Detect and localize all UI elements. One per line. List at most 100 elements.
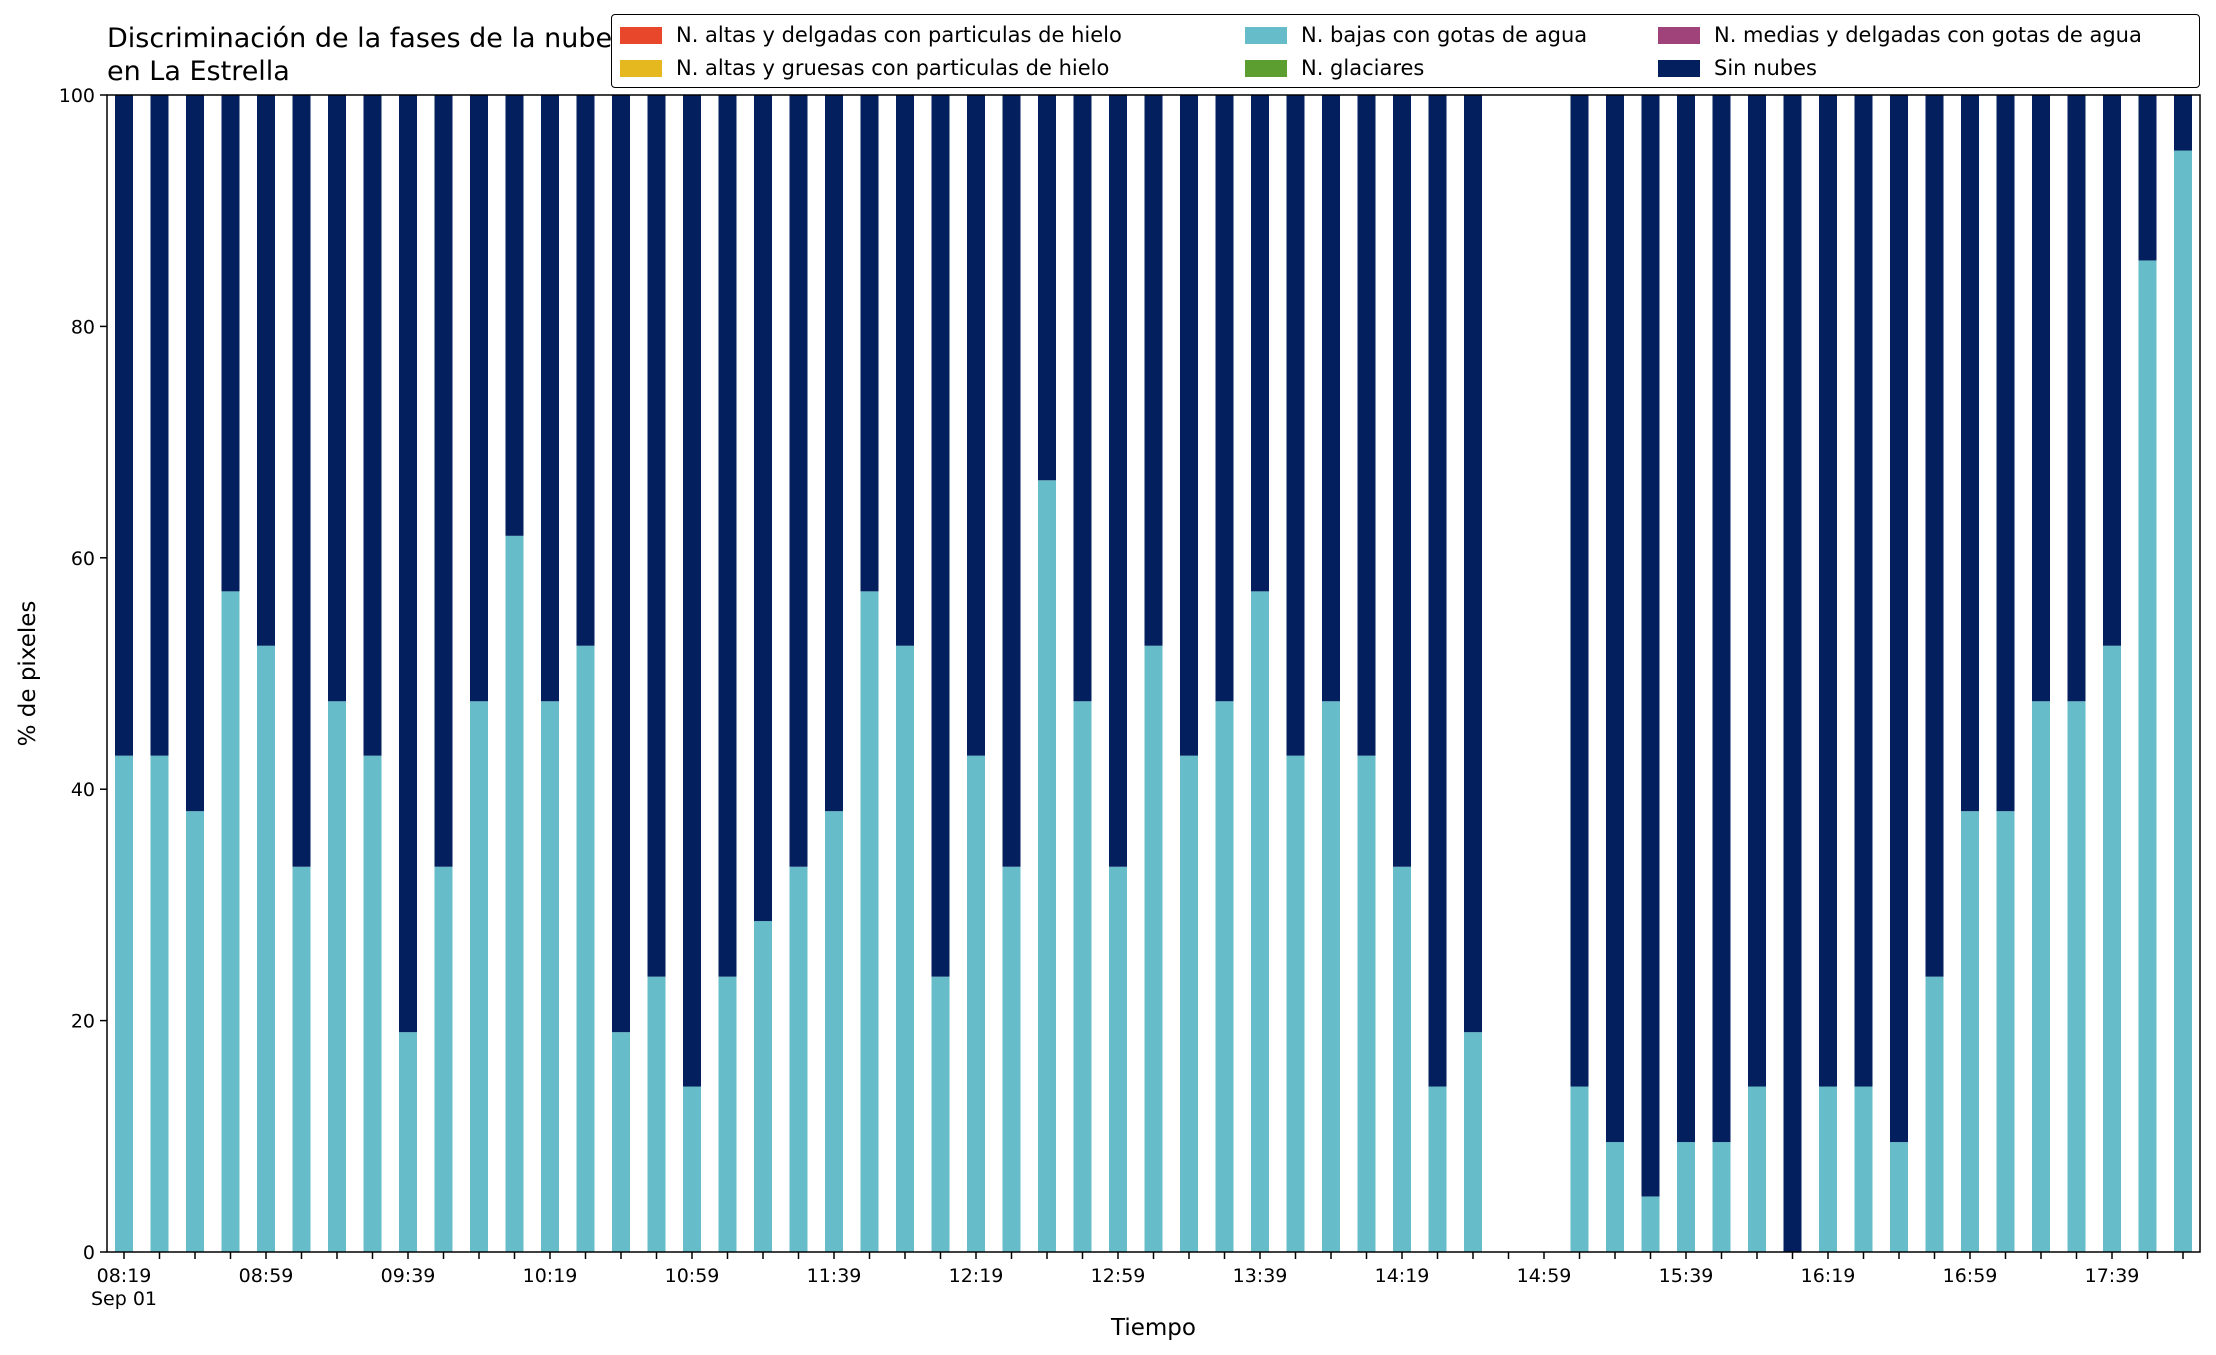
bar-segment	[1180, 755, 1198, 1252]
bar-segment	[1002, 95, 1021, 867]
bar-segment	[1322, 95, 1340, 702]
bar-segment	[576, 645, 595, 1252]
legend-label: N. medias y delgadas con gotas de agua	[1714, 23, 2142, 47]
bar-segment	[399, 1032, 417, 1252]
legend-swatch	[1658, 26, 1700, 44]
bar-segment	[1748, 1086, 1766, 1252]
bar-segment	[1641, 1196, 1660, 1252]
x-tick-label: 16:19	[1801, 1265, 1856, 1287]
bar-segment	[647, 95, 666, 977]
bar-segment	[718, 95, 737, 977]
bar-segment	[150, 95, 169, 756]
bar-segment	[931, 976, 950, 1252]
y-tick-label: 80	[71, 316, 95, 338]
bar-segment	[2103, 645, 2121, 1252]
bar-segment	[967, 755, 985, 1252]
bar-segment	[1712, 1142, 1731, 1252]
bar-segment	[1215, 701, 1234, 1252]
x-axis: 08:19 08:59 09:39 10:19 10:59 11:39 12:19 12:59…	[91, 1252, 2184, 1310]
bar-segment	[1925, 95, 1944, 977]
x-tick-label: 14:59	[1517, 1265, 1572, 1287]
x-tick-label: 13:39	[1233, 1265, 1288, 1287]
legend-swatch	[1658, 59, 1700, 77]
y-axis-label: % de pixeles	[15, 601, 41, 747]
legend-item-glaciares: N. glaciares	[1245, 53, 1424, 83]
x-tick-label: 16:59	[1943, 1265, 1998, 1287]
x-tick-label: 12:19	[949, 1265, 1004, 1287]
bar-segment	[115, 95, 133, 756]
legend-item-sin-nubes: Sin nubes	[1658, 53, 1817, 83]
bar-segment	[2067, 95, 2086, 702]
x-tick-label: 11:39	[807, 1265, 862, 1287]
x-tick-label: 08:19	[97, 1265, 152, 1287]
legend-label: N. altas y delgadas con particulas de hi…	[676, 23, 1122, 47]
bar-segment	[2032, 701, 2050, 1252]
y-tick-label: 40	[71, 779, 95, 801]
bar-segment	[1144, 645, 1163, 1252]
bar-segment	[683, 1086, 701, 1252]
legend-item-altas-gruesas: N. altas y gruesas con particulas de hie…	[620, 53, 1109, 83]
legend-swatch	[1245, 59, 1287, 77]
bar-segment	[363, 755, 382, 1252]
bar-segment	[860, 95, 879, 592]
bar-segment	[186, 95, 204, 812]
bar-segment	[470, 95, 488, 702]
bar-segment	[825, 811, 843, 1252]
y-tick-label: 0	[83, 1242, 95, 1264]
legend-label: N. bajas con gotas de agua	[1301, 23, 1588, 47]
bar-segment	[328, 701, 346, 1252]
legend-item-medias-delgadas: N. medias y delgadas con gotas de agua	[1658, 20, 2142, 50]
bar-segment	[2138, 260, 2157, 1252]
x-tick-label: 09:39	[381, 1265, 436, 1287]
bar-segment	[860, 591, 879, 1252]
bar-segment	[399, 95, 417, 1033]
bar-segment	[754, 921, 772, 1252]
bar-segment	[1641, 95, 1660, 1197]
bar-segment	[541, 95, 559, 702]
bar-segment	[1073, 701, 1092, 1252]
legend-label: Sin nubes	[1714, 56, 1817, 80]
bar-segment	[115, 755, 133, 1252]
y-tick-label: 60	[71, 548, 95, 570]
x-tick-label: 15:39	[1659, 1265, 1714, 1287]
bar-segment	[1677, 95, 1695, 1143]
bar-segment	[1925, 976, 1944, 1252]
bar-segment	[754, 95, 772, 922]
bar-segment	[1038, 95, 1056, 481]
bar-segment	[576, 95, 595, 646]
bar-segment	[1677, 1142, 1695, 1252]
x-tick-sublabel: Sep 01	[91, 1288, 157, 1310]
bar-segment	[1890, 1142, 1908, 1252]
legend-item-altas-delgadas: N. altas y delgadas con particulas de hi…	[620, 20, 1122, 50]
bar-segment	[1606, 1142, 1624, 1252]
bar-segment	[1038, 480, 1056, 1252]
bar-segment	[1357, 755, 1376, 1252]
legend-label: N. altas y gruesas con particulas de hie…	[676, 56, 1110, 80]
bar-segment	[2174, 95, 2192, 151]
bar-segment	[221, 591, 240, 1252]
bar-segment	[789, 866, 808, 1252]
bar-segment	[1393, 866, 1411, 1252]
bar-segment	[1783, 95, 1802, 1252]
bar-segment	[2174, 150, 2192, 1252]
x-tick-label: 17:39	[2085, 1265, 2140, 1287]
x-axis-label: Tiempo	[1110, 1315, 1196, 1341]
y-tick-label: 20	[71, 1011, 95, 1033]
bar-segment	[1144, 95, 1163, 646]
bar-segment	[1570, 95, 1589, 1087]
x-tick-label: 12:59	[1091, 1265, 1146, 1287]
bar-segment	[1322, 701, 1340, 1252]
bar-segment	[292, 866, 311, 1252]
bar-segment	[1464, 95, 1482, 1033]
chart-title: Discriminación de la fases de la nube en…	[107, 23, 613, 87]
bar-segment	[1109, 95, 1127, 867]
bar-segment	[789, 95, 808, 867]
bar-segment	[186, 811, 204, 1252]
bar-segment	[2103, 95, 2121, 646]
bar-segment	[2067, 701, 2086, 1252]
bar-segment	[363, 95, 382, 756]
bar-segment	[150, 755, 169, 1252]
bar-segment	[1251, 95, 1269, 592]
bar-segment	[931, 95, 950, 977]
